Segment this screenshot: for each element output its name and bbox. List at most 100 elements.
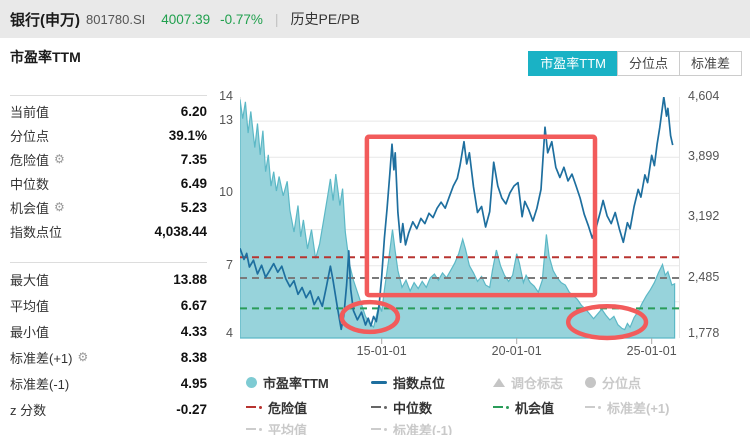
pe-ttm-chart-plot[interactable]	[240, 97, 681, 347]
legend-label: 指数点位	[393, 375, 446, 391]
header-divider: |	[274, 11, 279, 27]
legend-item-opportunity[interactable]: 机会值	[493, 399, 555, 416]
legend-item-index-points[interactable]: 指数点位	[371, 374, 446, 391]
right-axis-tick: 4,604	[688, 89, 720, 103]
stat-value-median: 6.49	[180, 175, 207, 191]
stats-primary-group: 当前值 6.20 分位点 39.1% 危险值 ⚙ 7.35 中位数 6.49 机会值 ⚙ 5.23 指数…	[10, 95, 207, 243]
right-axis-tick: 3,192	[688, 209, 720, 224]
legend-dash-icon	[493, 405, 509, 409]
stat-value-std-minus1: 4.95	[180, 375, 207, 391]
gear-icon[interactable]: ⚙	[54, 200, 65, 214]
stat-value-max-value: 13.88	[173, 271, 207, 287]
tab-pe-ttm[interactable]: 市盈率TTM	[528, 51, 618, 76]
legend-label: 标准差(+1)	[607, 400, 670, 416]
legend-triangle-icon	[493, 377, 505, 387]
stat-value-current-value: 6.20	[180, 103, 207, 119]
stat-label-std-minus1: 标准差(-1)	[10, 376, 70, 392]
stat-row-median: 中位数 6.49	[10, 171, 207, 195]
legend-item-std-plus1[interactable]: 标准差(+1)	[585, 399, 670, 416]
legend-label: 分位点	[602, 375, 642, 391]
x-axis-tick: 25-01-01	[626, 344, 677, 358]
stat-label-opportunity-value: 机会值 ⚙	[10, 200, 65, 216]
stat-label-std-plus1: 标准差(+1) ⚙	[10, 350, 89, 366]
stat-row-percentile: 分位点 39.1%	[10, 123, 207, 147]
legend-item-percentile[interactable]: 分位点	[585, 374, 642, 391]
stat-row-mean-value: 平均值 6.67	[10, 292, 207, 318]
x-axis-tick: 15-01-01	[356, 344, 407, 358]
index-line-series	[240, 97, 674, 331]
stat-label-percentile: 分位点	[10, 128, 50, 144]
legend-label: 市盈率TTM	[263, 375, 329, 391]
legend-item-danger[interactable]: 危险值	[246, 399, 308, 416]
annotation-ellipse-2	[565, 303, 649, 341]
x-axis-tick: 20-01-01	[491, 344, 542, 358]
stat-value-danger-value: 7.35	[180, 151, 207, 167]
left-axis-tick: 10	[219, 185, 233, 200]
index-latest-value: 4007.39	[161, 11, 211, 27]
legend-dot-icon	[246, 376, 257, 388]
legend-item-median[interactable]: 中位数	[371, 399, 432, 416]
legend-dash-icon	[371, 405, 387, 409]
left-axis-tick: 7	[226, 257, 233, 272]
stat-value-opportunity-value: 5.23	[180, 199, 207, 215]
stat-value-z-score: -0.27	[176, 401, 207, 417]
header-bar: 银行(申万) 801780.SI 4007.39 -0.77% | 历史PE/P…	[0, 0, 750, 38]
index-change-percent: -0.77%	[220, 11, 263, 27]
index-title: 银行(申万)	[10, 11, 80, 29]
stat-label-current-value: 当前值	[10, 104, 50, 120]
right-axis-tick: 2,485	[688, 269, 720, 284]
stat-value-min-value: 4.33	[180, 323, 207, 339]
stat-row-std-minus1: 标准差(-1) 4.95	[10, 370, 207, 396]
metric-tabs: 市盈率TTM 分位点 标准差	[528, 51, 742, 76]
stat-row-max-value: 最大值 13.88	[10, 266, 207, 292]
history-pe-pb-link[interactable]: 历史PE/PB	[290, 11, 360, 27]
legend-line-icon	[371, 380, 387, 384]
stat-row-opportunity-value: 机会值 ⚙ 5.23	[10, 195, 207, 219]
tab-percentile[interactable]: 分位点	[616, 51, 680, 76]
section-title: 市盈率TTM	[10, 49, 81, 65]
stat-row-min-value: 最小值 4.33	[10, 318, 207, 344]
index-code: 801780.SI	[86, 11, 146, 27]
legend-item-std-minus1[interactable]: 标准差(-1)	[371, 421, 452, 435]
stat-value-percentile: 39.1%	[168, 127, 207, 143]
stat-label-median: 中位数	[10, 176, 50, 192]
legend-label: 危险值	[268, 400, 308, 416]
legend-item-pe-ttm[interactable]: 市盈率TTM	[246, 374, 329, 391]
left-axis-tick: 13	[219, 113, 233, 128]
stat-value-std-plus1: 8.38	[180, 349, 207, 365]
stat-label-index-points: 指数点位	[10, 224, 63, 240]
stat-value-index-points: 4,038.44	[154, 223, 207, 239]
stat-row-std-plus1: 标准差(+1) ⚙ 8.38	[10, 344, 207, 370]
stat-row-z-score: z 分数 -0.27	[10, 396, 207, 422]
annotation-ellipse-1	[339, 299, 401, 335]
gear-icon[interactable]: ⚙	[77, 350, 89, 364]
stat-label-z-score: z 分数	[10, 402, 47, 418]
stat-label-max-value: 最大值	[10, 272, 50, 288]
annotation-rect	[364, 134, 598, 298]
tab-std-dev[interactable]: 标准差	[678, 51, 742, 76]
legend-dash-icon	[246, 405, 262, 409]
gear-icon[interactable]: ⚙	[54, 152, 65, 166]
stat-value-mean-value: 6.67	[180, 297, 207, 313]
stat-row-danger-value: 危险值 ⚙ 7.35	[10, 147, 207, 171]
legend-dot-icon	[585, 376, 596, 388]
legend-item-rebalance-marker[interactable]: 调仓标志	[493, 374, 564, 391]
legend-label: 调仓标志	[511, 375, 564, 391]
stat-row-index-points: 指数点位 4,038.44	[10, 219, 207, 243]
stat-label-min-value: 最小值	[10, 324, 50, 340]
legend-dash-icon	[585, 405, 601, 409]
legend-label: 平均值	[268, 422, 308, 435]
legend-label: 标准差(-1)	[393, 422, 453, 435]
right-axis-tick: 1,778	[688, 326, 720, 340]
stats-secondary-group: 最大值 13.88 平均值 6.67 最小值 4.33 标准差(+1) ⚙ 8.38 标准差(-1…	[10, 262, 207, 422]
right-axis-tick: 3,899	[688, 149, 720, 164]
legend-item-mean[interactable]: 平均值	[246, 421, 307, 435]
left-axis-tick: 14	[219, 89, 233, 103]
stat-label-danger-value: 危险值 ⚙	[10, 152, 65, 168]
legend-label: 机会值	[515, 400, 555, 416]
stat-label-mean-value: 平均值	[10, 298, 50, 314]
legend-dash-icon	[371, 427, 387, 431]
legend-dash-icon	[246, 427, 262, 431]
left-axis-tick: 4	[226, 326, 233, 340]
